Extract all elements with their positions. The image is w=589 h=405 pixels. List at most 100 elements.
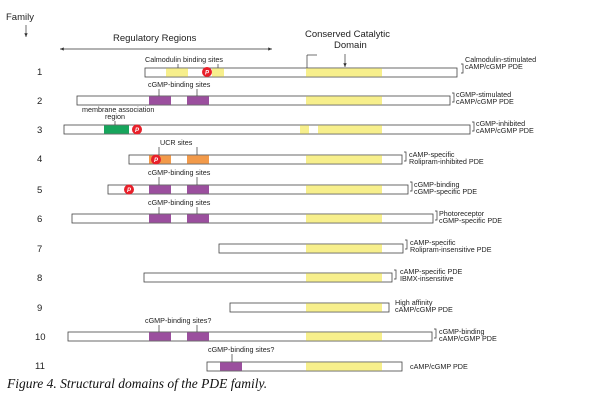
catalytic-domain [306, 273, 382, 282]
protein-bar [63, 124, 471, 135]
family-number: 6 [37, 214, 42, 225]
catalytic-label-line2: Domain [334, 40, 367, 51]
family-name-line1: Photoreceptor [439, 209, 485, 218]
family-row-8: 8 cAMP-specific PDE IBMX-insensitive [37, 267, 463, 284]
cgmp-binding-domain [149, 185, 171, 194]
family-number: 9 [37, 303, 42, 314]
catalytic-domain-part [300, 125, 309, 134]
family-name-line1: cGMP-binding [439, 327, 485, 336]
domain-annotation: Calmodulin binding sites [145, 55, 223, 64]
family-name-line1: Calmodulin-stimulated [465, 55, 536, 64]
cgmp-binding-domain [149, 214, 171, 223]
family-row-6: 6 cGMP-binding sites Photoreceptor cGMP-… [37, 198, 502, 225]
phosphorylation-site-icon: P [151, 154, 161, 165]
family-row-10: 10 cGMP-binding sites? cGMP-binding cAMP… [35, 316, 497, 343]
catalytic-domain [306, 185, 382, 194]
pde-domain-diagram: .lbl{font-family:"Liberation Sans",sans-… [6, 12, 536, 372]
catalytic-domain [306, 244, 382, 253]
bracket [435, 210, 438, 221]
family-name-line2: cAMP/cGMP PDE [439, 334, 497, 343]
protein-bar [67, 331, 433, 342]
family-name-line2: cAMP/cGMP PDE [456, 97, 514, 106]
bracket [452, 92, 455, 103]
family-name-line2: cAMP/cGMP PDE [476, 126, 534, 135]
ucr-domain [187, 155, 209, 164]
phosphorylation-site-icon: P [124, 184, 134, 195]
catalytic-domain [306, 332, 382, 341]
cgmp-binding-domain [187, 214, 209, 223]
bracket [405, 239, 408, 250]
catalytic-label-line1: Conserved Catalytic [305, 29, 390, 40]
domain-annotation-line1: membrane association [82, 105, 154, 114]
svg-text:P: P [127, 188, 132, 194]
family-name-line2: cAMP/cGMP PDE [395, 305, 453, 314]
family-row-11: 11 cGMP-binding sites? cAMP/cGMP PDE [35, 345, 468, 372]
domain-annotation: cGMP-binding sites [148, 80, 211, 89]
family-number: 5 [37, 185, 42, 196]
family-number: 11 [35, 361, 45, 372]
protein-bar [107, 184, 409, 195]
calmodulin-binding-domain [212, 68, 224, 77]
cgmp-binding-domain [220, 362, 242, 371]
family-name-line1: cAMP-specific [409, 150, 455, 159]
svg-text:P: P [154, 158, 159, 164]
family-name-line1: cGMP-inhibited [476, 119, 525, 128]
family-name-line1: High affinity [395, 298, 433, 307]
family-name-line2: cAMP/cGMP PDE [465, 62, 523, 71]
domain-annotation: cGMP-binding sites [148, 168, 211, 177]
family-number: 10 [35, 332, 46, 343]
family-name-line1: cGMP-stimulated [456, 90, 511, 99]
membrane-association-region [104, 125, 129, 134]
family-row-3: 3 membrane association region P cGMP-inh… [37, 105, 534, 136]
family-name-line2: IBMX-insensitive [400, 274, 454, 283]
bracket [461, 63, 464, 74]
catalytic-domain [306, 155, 382, 164]
domain-annotation: UCR sites [160, 138, 193, 147]
cgmp-binding-domain [187, 332, 209, 341]
catalytic-domain [306, 303, 382, 312]
family-number: 8 [37, 273, 42, 284]
regulatory-regions-label: Regulatory Regions [113, 33, 197, 44]
phosphorylation-site-icon: P [132, 124, 142, 135]
family-number: 2 [37, 96, 42, 107]
cgmp-binding-domain [187, 185, 209, 194]
bracket [394, 269, 397, 280]
family-name-line1: cAMP-specific PDE [400, 267, 463, 276]
protein-bar [143, 272, 393, 283]
family-number: 1 [37, 67, 42, 78]
domain-annotation-line2: region [105, 112, 125, 121]
family-number: 3 [37, 125, 42, 136]
family-name-line1: cAMP-specific [410, 238, 456, 247]
catalytic-domain [306, 96, 382, 105]
domain-annotation: cGMP-binding sites [148, 198, 211, 207]
svg-text:P: P [205, 71, 210, 77]
family-column-label: Family [6, 12, 34, 23]
family-row-1: 1 Calmodulin binding sites P Calmodulin-… [37, 55, 536, 78]
protein-bar [128, 154, 403, 165]
bracket [434, 328, 437, 339]
domain-annotation: cGMP-binding sites? [145, 316, 211, 325]
cgmp-binding-domain [149, 332, 171, 341]
family-name-line2: cGMP-specific PDE [414, 187, 477, 196]
family-number: 4 [37, 154, 42, 165]
phosphorylation-site-icon: P [202, 67, 212, 77]
figure-caption: Figure 4. Structural domains of the PDE … [7, 376, 268, 391]
family-name-line2: Rolipram-inhibited PDE [409, 157, 484, 166]
protein-bar [144, 67, 458, 78]
bracket [404, 151, 407, 162]
family-row-5: 5 cGMP-binding sites P cGMP-binding cGMP… [37, 168, 477, 196]
cgmp-binding-domain [149, 96, 171, 105]
protein-bar [206, 361, 403, 372]
protein-bar [71, 213, 434, 224]
domain-annotation: cGMP-binding sites? [208, 345, 274, 354]
catalytic-domain [306, 214, 382, 223]
family-row-4: 4 UCR sites P cAMP-specific Rolipram-inh… [37, 138, 484, 166]
family-name-line2: cGMP-specific PDE [439, 216, 502, 225]
family-row-9: 9 High affinity cAMP/cGMP PDE [37, 298, 453, 314]
family-row-7: 7 cAMP-specific Rolipram-insensitive PDE [37, 238, 492, 255]
catalytic-domain-part [318, 125, 382, 134]
bracket [410, 181, 413, 192]
bracket [472, 121, 475, 132]
calmodulin-binding-domain [166, 68, 188, 77]
family-name-line1: cAMP/cGMP PDE [410, 362, 468, 371]
